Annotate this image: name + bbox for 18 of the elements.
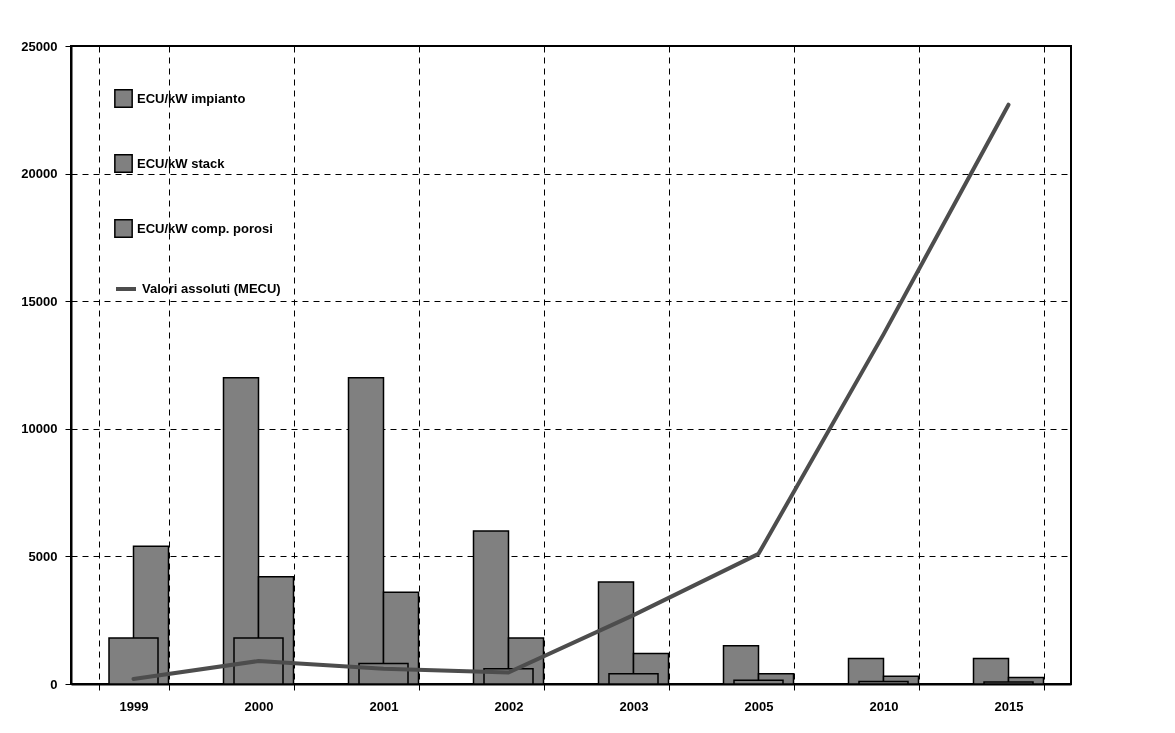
y-tick-label: 15000 bbox=[21, 293, 58, 309]
y-tick-label: 25000 bbox=[21, 38, 58, 54]
legend-label: ECU/kW impianto bbox=[137, 90, 246, 106]
x-tick-label: 2003 bbox=[619, 698, 649, 714]
y-tick-label: 20000 bbox=[21, 166, 58, 182]
legend-label: ECU/kW comp. porosi bbox=[137, 220, 273, 236]
legend-label: ECU/kW stack bbox=[137, 155, 226, 171]
x-tick-label: 2005 bbox=[744, 698, 774, 714]
y-tick-label: 0 bbox=[50, 676, 58, 692]
legend-label: Valori assoluti (MECU) bbox=[142, 281, 281, 296]
x-tick-label: 2000 bbox=[244, 698, 274, 714]
x-tick-label: 2010 bbox=[869, 698, 899, 714]
x-tick-label: 2001 bbox=[369, 698, 399, 714]
y-tick-label: 5000 bbox=[28, 548, 58, 564]
x-tick-label: 2002 bbox=[494, 698, 524, 714]
x-tick-label: 1999 bbox=[119, 698, 149, 714]
y-tick-label: 10000 bbox=[21, 421, 58, 437]
x-tick-label: 2015 bbox=[994, 698, 1024, 714]
